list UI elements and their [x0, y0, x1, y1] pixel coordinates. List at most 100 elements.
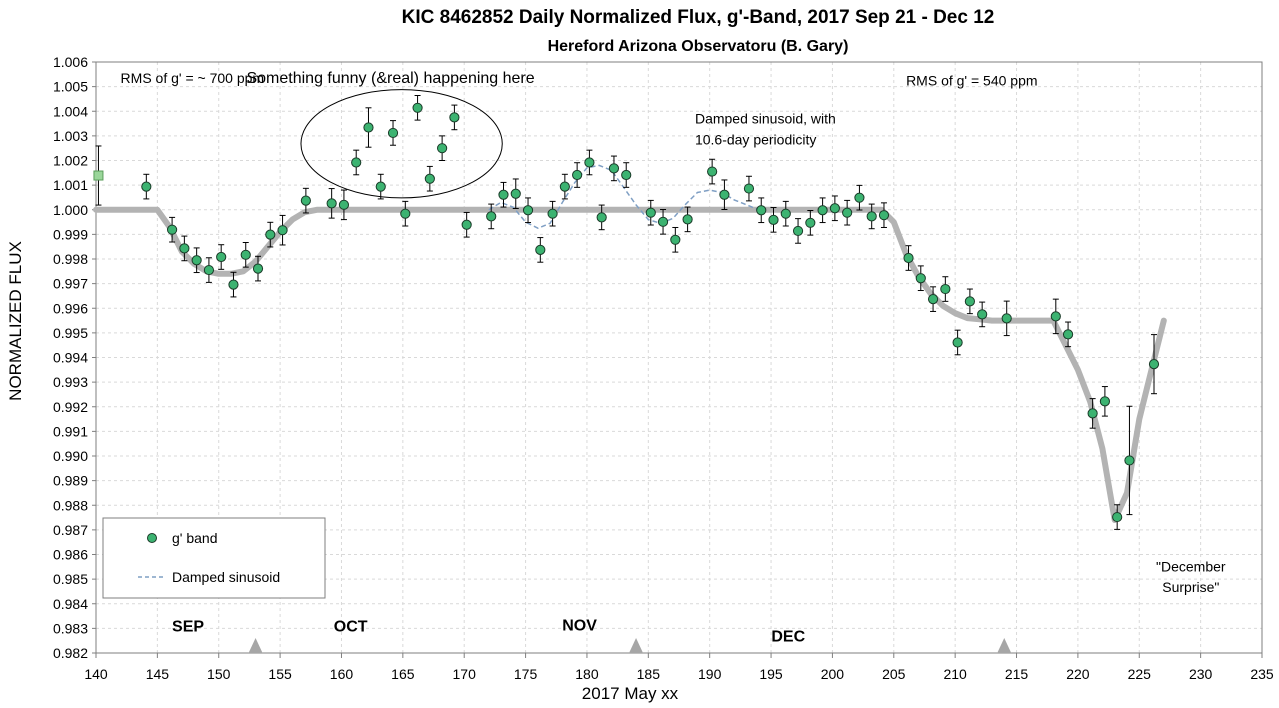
data-point	[265, 229, 276, 240]
y-tick-label: 0.983	[53, 620, 88, 636]
data-point	[829, 203, 840, 214]
data-points	[93, 94, 1160, 530]
x-tick-label: 235	[1250, 666, 1274, 682]
data-point	[977, 309, 988, 320]
data-point	[338, 199, 350, 210]
y-tick-label: 0.997	[53, 276, 88, 292]
month-label: NOV	[562, 618, 597, 635]
x-tick-label: 175	[514, 666, 538, 682]
data-point	[670, 234, 681, 245]
data-point	[805, 217, 816, 228]
legend-label-gband: g' band	[172, 530, 218, 546]
data-point	[400, 208, 411, 219]
annotation-text: RMS of g' = ~ 700 ppm	[121, 70, 265, 86]
y-tick-label: 0.998	[53, 251, 88, 267]
y-tick-label: 0.991	[53, 423, 88, 439]
month-marker-triangle	[997, 638, 1012, 653]
y-tick-label: 0.990	[53, 448, 88, 464]
chart-title: KIC 8462852 Daily Normalized Flux, g'-Ba…	[402, 7, 995, 28]
data-point	[1148, 359, 1160, 370]
data-point	[866, 211, 877, 222]
data-point	[743, 183, 755, 194]
annotation-text: Surprise"	[1162, 579, 1219, 595]
annotation-text: Something funny (&real) happening here	[246, 70, 534, 87]
y-axis-ticks: 0.982 0.983 0.984 0.985 0.986 0.987 0.988 0.989…	[53, 54, 96, 661]
y-tick-label: 1.004	[53, 103, 88, 119]
x-tick-label: 170	[453, 666, 477, 682]
data-point	[719, 189, 730, 200]
legend-box	[102, 517, 326, 599]
x-tick-label: 150	[207, 666, 231, 682]
y-tick-label: 0.988	[53, 497, 88, 513]
ellipse-outline	[300, 89, 503, 199]
data-point	[707, 166, 718, 177]
data-point	[854, 192, 865, 203]
data-point	[768, 214, 779, 225]
data-point	[927, 294, 939, 305]
x-tick-label: 200	[821, 666, 845, 682]
month-marker-triangle	[629, 638, 644, 653]
data-point	[915, 273, 926, 284]
y-tick-label: 0.996	[53, 300, 88, 316]
y-tick-label: 0.987	[53, 522, 88, 538]
data-point	[1062, 329, 1074, 340]
data-point	[424, 173, 435, 184]
data-point	[387, 127, 399, 139]
y-tick-label: 0.993	[53, 374, 88, 390]
y-tick-label: 0.999	[53, 226, 88, 242]
data-point	[375, 181, 386, 192]
y-tick-label: 1.000	[53, 202, 88, 218]
data-point	[203, 264, 215, 276]
data-point	[141, 181, 152, 192]
data-point	[584, 157, 595, 168]
x-axis-label: 2017 May xx	[582, 684, 679, 703]
data-point	[645, 207, 656, 218]
legend: g' band Damped sinusoid	[102, 517, 326, 599]
x-tick-label: 155	[268, 666, 292, 682]
data-point	[412, 102, 423, 113]
y-tick-label: 1.002	[53, 153, 88, 169]
x-tick-label: 140	[84, 666, 108, 682]
data-point	[1001, 313, 1012, 324]
data-point	[486, 211, 497, 222]
x-tick-label: 145	[146, 666, 170, 682]
data-point	[903, 252, 914, 264]
x-tick-label: 190	[698, 666, 722, 682]
data-point	[952, 337, 963, 348]
x-tick-label: 160	[330, 666, 354, 682]
month-markers	[248, 638, 1012, 653]
data-point	[252, 263, 264, 274]
data-point	[964, 296, 975, 307]
data-point	[608, 163, 620, 174]
data-point	[940, 283, 951, 295]
data-point	[596, 212, 607, 223]
x-tick-label: 220	[1066, 666, 1090, 682]
data-point	[792, 225, 804, 237]
data-point	[780, 208, 791, 219]
x-tick-label: 210	[943, 666, 967, 682]
data-point	[547, 208, 558, 219]
data-point	[216, 251, 227, 263]
data-point	[1087, 408, 1098, 419]
y-tick-label: 0.984	[53, 596, 88, 612]
data-point	[817, 205, 828, 216]
legend-marker-gband	[147, 533, 157, 543]
data-point	[449, 112, 460, 123]
data-point	[228, 279, 239, 290]
chart-subtitle: Hereford Arizona Observatoru (B. Gary)	[548, 38, 849, 55]
annotation-text: 10.6-day periodicity	[695, 131, 816, 147]
data-point	[1124, 455, 1135, 466]
x-axis-ticks: 140 145 150 155 160 165 170 175 180 185 190 195 200 2…	[84, 653, 1274, 682]
x-tick-label: 230	[1189, 666, 1213, 682]
x-tick-label: 185	[637, 666, 661, 682]
y-tick-label: 0.989	[53, 473, 88, 489]
data-point	[191, 255, 202, 266]
x-tick-label: 195	[759, 666, 783, 682]
y-tick-label: 0.995	[53, 325, 88, 341]
x-tick-label: 215	[1005, 666, 1029, 682]
data-point	[621, 169, 632, 181]
data-point	[1050, 311, 1061, 322]
data-point	[498, 189, 509, 200]
